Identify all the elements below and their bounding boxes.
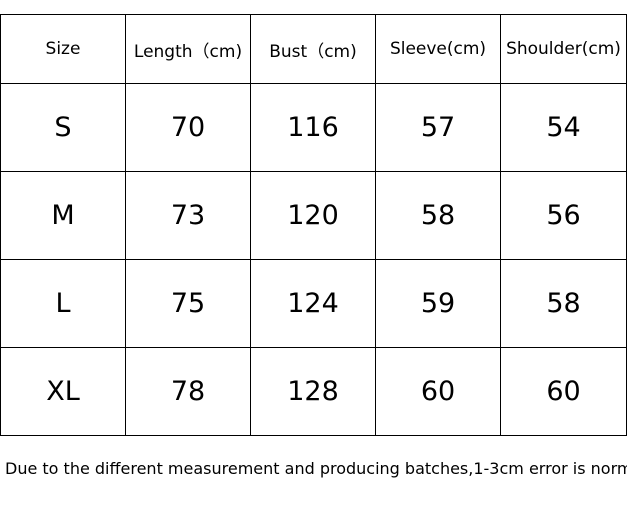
table-cell: 75 [125, 259, 251, 348]
header-cell: Length（cm) [125, 14, 251, 84]
header-cell: Sleeve(cm) [375, 14, 501, 84]
table-cell: 60 [500, 347, 627, 436]
header-cell: Shoulder(cm) [500, 14, 627, 84]
table-cell: M [0, 171, 126, 260]
note: Due to the different measurement and pro… [5, 459, 627, 478]
table-cell: 54 [500, 83, 627, 172]
table-cell: 59 [375, 259, 501, 348]
table-cell: 128 [250, 347, 376, 436]
table-cell: 70 [125, 83, 251, 172]
table-cell: 60 [375, 347, 501, 436]
table-cell: 73 [125, 171, 251, 260]
table-cell: L [0, 259, 126, 348]
table-cell: 124 [250, 259, 376, 348]
table-cell: 57 [375, 83, 501, 172]
table-cell: 116 [250, 83, 376, 172]
table-cell: 58 [375, 171, 501, 260]
table-cell: 78 [125, 347, 251, 436]
table-cell: 56 [500, 171, 627, 260]
table-cell: 120 [250, 171, 376, 260]
table-cell: S [0, 83, 126, 172]
header-cell: Bust（cm) [250, 14, 376, 84]
table-cell: XL [0, 347, 126, 436]
table-cell: 58 [500, 259, 627, 348]
header-cell: Size [0, 14, 126, 84]
